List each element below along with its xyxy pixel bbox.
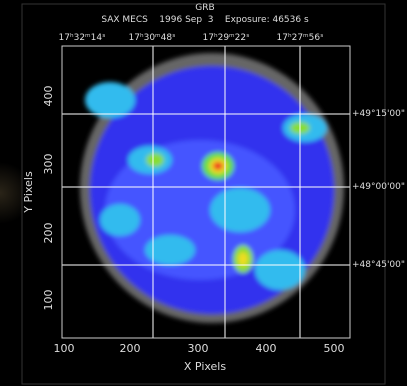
y-tick-label: 100 [42,290,55,311]
subtitle: SAX MECS 1996 Sep 3 Exposure: 46536 s [101,15,309,25]
ra-label: 17ʰ30ᵐ48ˢ [129,33,176,43]
plot: GRB SAX MECS 1996 Sep 3 Exposure: 46536 … [0,0,407,386]
x-tick-label: 200 [120,342,141,355]
ra-label: 17ʰ29ᵐ22ˢ [203,33,250,43]
x-tick-label: 500 [324,342,345,355]
y-axis-label: Y Pixels [22,171,35,214]
y-tick-label: 400 [42,86,55,107]
x-axis-label: X Pixels [184,360,226,373]
x-tick-label: 100 [54,342,75,355]
ra-label: 17ʰ32ᵐ14ˢ [59,33,106,43]
x-tick-label: 400 [256,342,277,355]
screenshot: GRB SAX MECS 1996 Sep 3 Exposure: 46536 … [0,0,407,386]
dec-label: +49°00'00" [352,182,405,192]
x-tick-label: 300 [188,342,209,355]
title: GRB [195,3,214,13]
intensity-map [80,53,344,323]
dec-label: +49°15'00" [352,109,405,119]
ra-label: 17ʰ27ᵐ56ˢ [277,33,324,43]
y-tick-label: 200 [42,223,55,244]
y-tick-label: 300 [42,154,55,175]
dec-label: +48°45'00" [352,260,405,270]
